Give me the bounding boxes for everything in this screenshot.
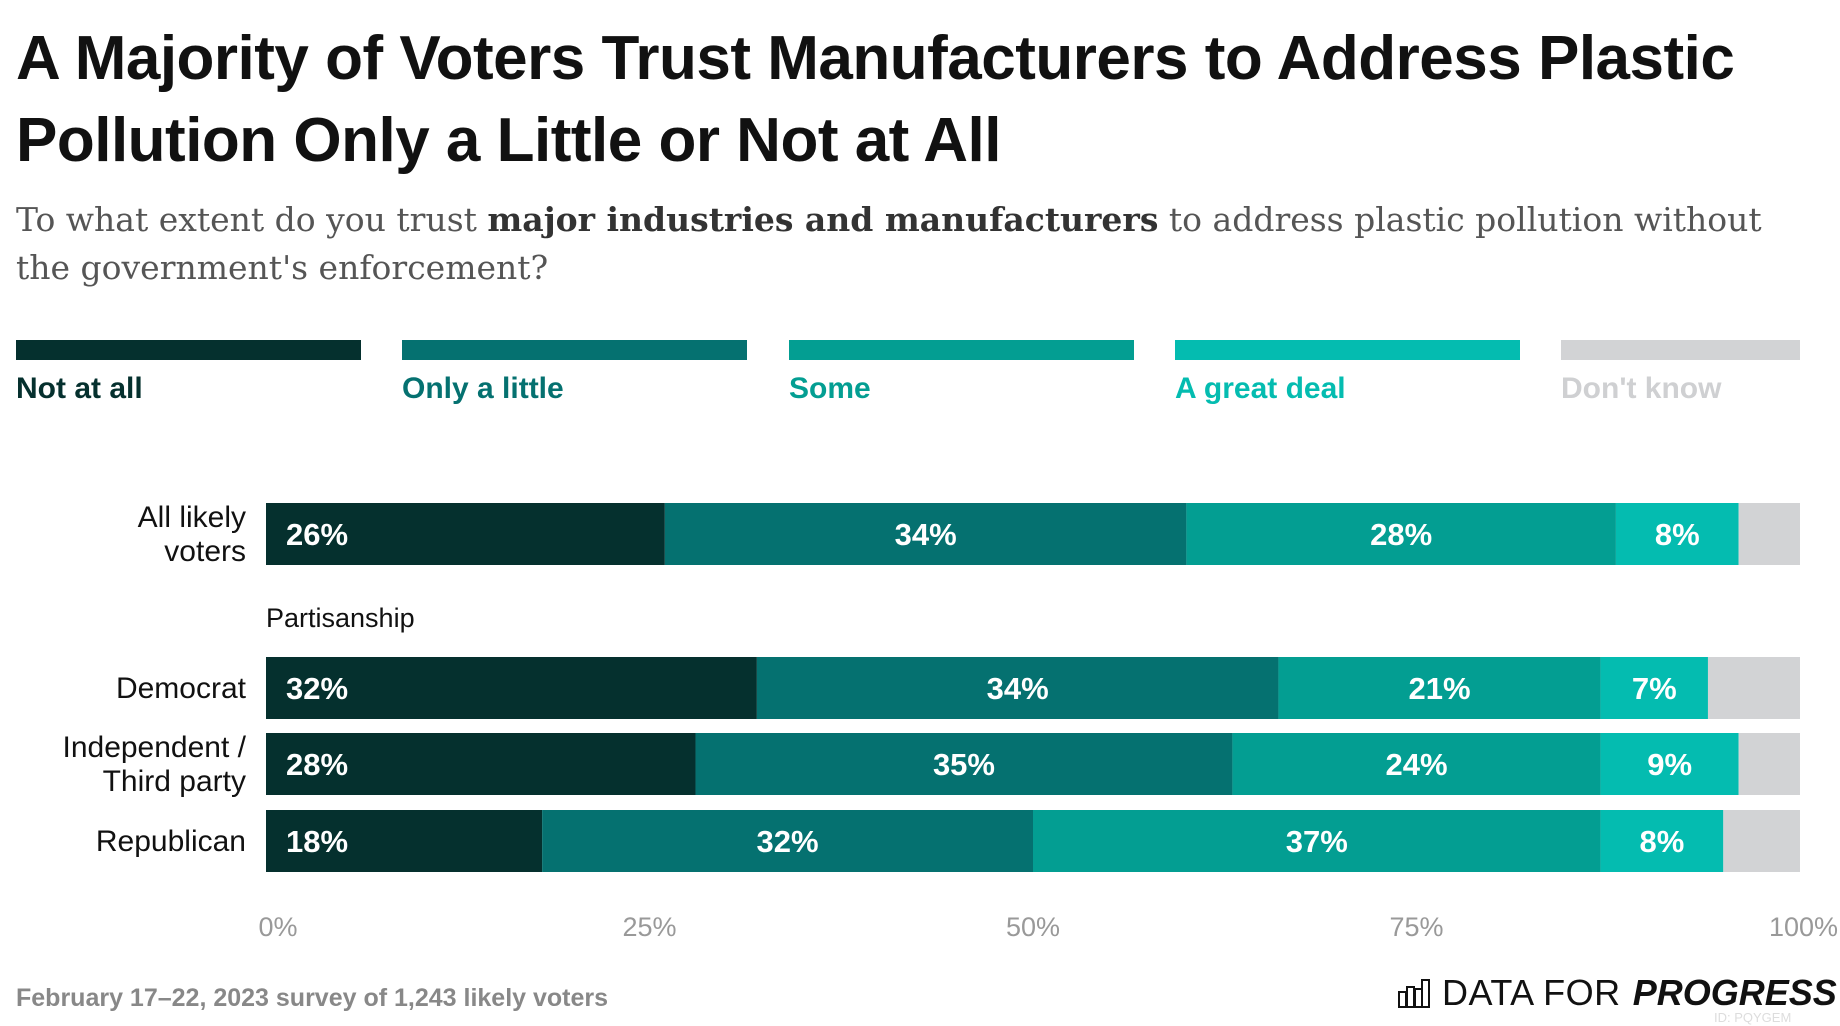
group-label: Partisanship — [266, 603, 415, 633]
legend-swatch — [16, 340, 361, 360]
x-tick-label: 0% — [258, 912, 297, 942]
legend-label: Don't know — [1561, 372, 1722, 405]
data-label: 37% — [1286, 824, 1348, 859]
legend-label: A great deal — [1175, 372, 1346, 405]
bar-segment — [756, 657, 1279, 719]
survey-footnote: February 17–22, 2023 survey of 1,243 lik… — [16, 984, 609, 1012]
bar-segment — [695, 733, 1233, 795]
data-label: 21% — [1408, 671, 1470, 706]
bar-segment — [1723, 810, 1800, 872]
bar-segment — [1278, 657, 1601, 719]
legend-swatch — [1561, 340, 1800, 360]
data-label: 24% — [1385, 747, 1447, 782]
bar-segment — [664, 503, 1187, 565]
bar-segment — [1186, 503, 1616, 565]
data-label: 18% — [286, 824, 348, 859]
legend-swatch — [1175, 340, 1520, 360]
bar-segment — [1738, 733, 1800, 795]
subtitle-bold-text: major industries and manufacturers — [487, 200, 1159, 239]
x-tick-label: 100% — [1769, 912, 1838, 942]
subtitle-text-end: to address plastic pollution without the… — [16, 200, 1762, 287]
bar-segment — [266, 810, 543, 872]
category-label: Democrat — [116, 672, 247, 705]
bar-segment — [1232, 733, 1601, 795]
bar-segment — [1600, 657, 1708, 719]
legend-swatch — [789, 340, 1134, 360]
category-label: All likely voters — [138, 501, 246, 568]
data-label: 32% — [757, 824, 819, 859]
data-for-progress-logo: DATA FOR PROGRESS — [1398, 972, 1837, 1014]
bar-segment — [266, 733, 696, 795]
bar-segment — [266, 503, 665, 565]
x-tick-label: 50% — [1006, 912, 1060, 942]
bar-segment — [1600, 733, 1739, 795]
bar-segment — [1615, 503, 1739, 565]
legend-label: Some — [789, 372, 871, 405]
logo-text-bold: PROGRESS — [1632, 972, 1837, 1013]
data-label: 35% — [933, 747, 995, 782]
x-tick-label: 75% — [1389, 912, 1443, 942]
data-label: 7% — [1632, 671, 1677, 706]
x-tick-label: 25% — [622, 912, 676, 942]
bar-segment — [1033, 810, 1601, 872]
legend-swatch — [402, 340, 747, 360]
chart-id: ID: PQYGEM — [1714, 1010, 1792, 1025]
bar-segment — [266, 657, 757, 719]
data-label: 8% — [1655, 517, 1700, 552]
subtitle-text: To what extent do you trust — [16, 200, 488, 239]
bar-segment — [1707, 657, 1800, 719]
bar-segment — [1600, 810, 1724, 872]
logo-text: DATA FOR — [1442, 972, 1621, 1013]
data-label: 34% — [987, 671, 1049, 706]
legend-label: Not at all — [16, 372, 143, 405]
bar-segment — [1738, 503, 1800, 565]
data-label: 34% — [895, 517, 957, 552]
category-label: Independent / Third party — [62, 731, 246, 798]
chart-title: A Majority of Voters Trust Manufacturers… — [16, 24, 1735, 175]
data-label: 28% — [286, 747, 348, 782]
bar-segment — [542, 810, 1033, 872]
category-label: Republican — [96, 825, 246, 858]
data-label: 8% — [1640, 824, 1685, 859]
data-label: 26% — [286, 517, 348, 552]
bar-chart-icon — [1398, 979, 1430, 1008]
chart-subtitle: To what extent do you trust major indust… — [16, 196, 1816, 292]
data-label: 9% — [1647, 747, 1692, 782]
data-label: 28% — [1370, 517, 1432, 552]
legend-label: Only a little — [402, 372, 564, 405]
data-label: 32% — [286, 671, 348, 706]
